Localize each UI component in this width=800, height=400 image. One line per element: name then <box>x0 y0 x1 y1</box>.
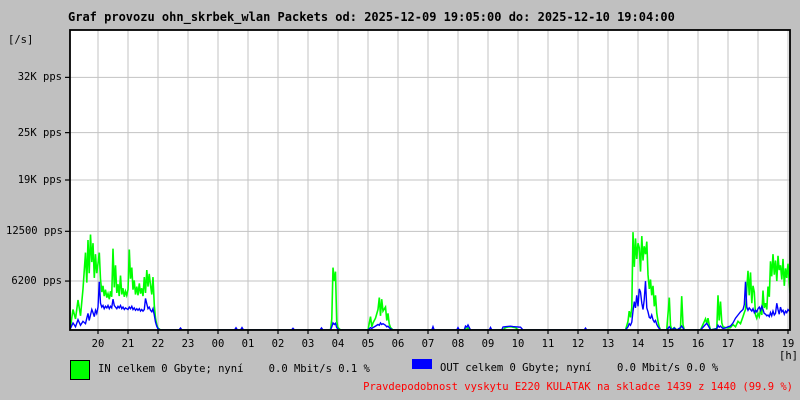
x-axis-label: 18 <box>751 338 765 350</box>
x-axis-unit-label: [h] <box>779 350 798 362</box>
x-axis-label: 00 <box>211 338 225 350</box>
legend-out-label: OUT celkem 0 Gbyte; nyní 0.0 Mbit/s 0.0 … <box>440 362 719 374</box>
legend-in-label: IN celkem 0 Gbyte; nyní 0.0 Mbit/s 0.1 % <box>98 363 370 375</box>
x-axis-label: 03 <box>301 338 315 350</box>
y-axis-label: 32K pps <box>17 71 62 84</box>
traffic-chart <box>65 29 791 334</box>
x-axis-label: 05 <box>361 338 375 350</box>
x-axis-label: 14 <box>631 338 645 350</box>
x-axis-label: 20 <box>91 338 105 350</box>
x-axis-label: 01 <box>241 338 255 350</box>
graph-title: Graf provozu ohn_skrbek_wlan Packets od:… <box>68 10 675 24</box>
x-axis-label: 13 <box>601 338 615 350</box>
x-axis-label: 04 <box>331 338 345 350</box>
x-axis-label: 15 <box>661 338 675 350</box>
y-axis-label: 25K pps <box>17 126 62 139</box>
y-axis-label: 19K pps <box>17 174 62 186</box>
x-axis-label: 22 <box>151 338 165 350</box>
legend-out-swatch <box>412 359 432 369</box>
x-axis-label: 17 <box>721 338 735 350</box>
y-axis-label: 6200 pps <box>11 275 62 288</box>
y-axis-unit-label: [/s] <box>8 34 34 46</box>
x-axis-label: 06 <box>391 338 405 350</box>
x-axis-label: 11 <box>541 338 555 350</box>
x-axis-label: 07 <box>421 338 435 350</box>
warning-text: Pravdepodobnost vyskytu E220 KULATAK na … <box>363 381 793 393</box>
x-axis-label: 10 <box>511 338 525 350</box>
y-axis-label: 12500 pps <box>6 225 63 238</box>
x-axis-label: 16 <box>691 338 705 350</box>
x-axis-label: 12 <box>571 338 585 350</box>
legend-in-swatch <box>70 360 90 380</box>
x-axis-label: 23 <box>181 338 195 350</box>
x-axis-label: 08 <box>451 338 465 350</box>
x-axis-label: 21 <box>121 338 135 350</box>
x-axis-label: 09 <box>481 338 495 350</box>
x-axis-label: 02 <box>271 338 285 350</box>
x-axis-label: 19 <box>781 338 795 350</box>
